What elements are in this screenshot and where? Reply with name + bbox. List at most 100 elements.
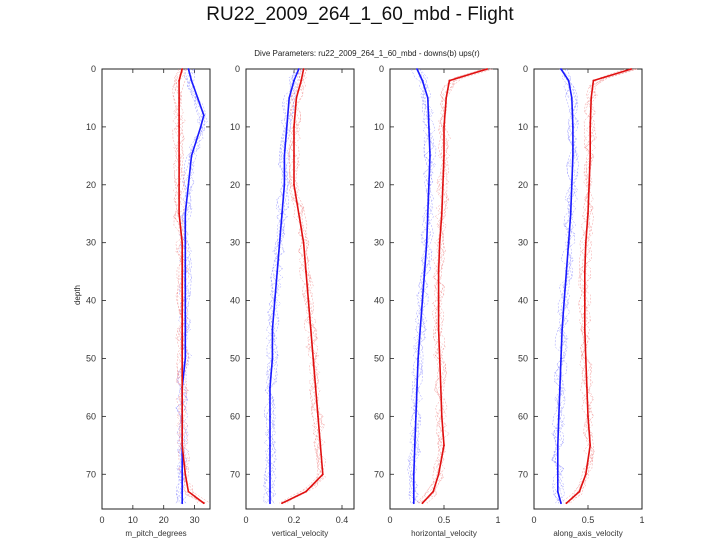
downs-point (283, 154, 286, 157)
ups-point (440, 415, 443, 418)
ups-point (181, 328, 184, 331)
ups-point (309, 328, 312, 331)
ups-point (187, 490, 190, 493)
ups-point (181, 241, 184, 244)
axes-frame (533, 68, 643, 510)
y-tick-label: 0 (523, 64, 528, 74)
ups-point (293, 125, 295, 128)
y-tick-label: 10 (518, 122, 528, 132)
ups-dive-trace (424, 68, 483, 504)
ups-point (437, 270, 440, 273)
y-tick-label: 60 (518, 411, 528, 421)
ups-point (305, 490, 307, 493)
downs-dive-trace (175, 68, 208, 504)
ups-dive-trace (568, 68, 626, 504)
downs-dive-trace (407, 68, 434, 504)
ups-dive-trace (415, 68, 485, 504)
axes-frame (245, 68, 355, 510)
downs-point (297, 68, 300, 70)
downs-point (181, 490, 184, 493)
downs-dive-trace (408, 68, 434, 504)
downs-point (423, 270, 426, 273)
ups-point (314, 386, 317, 389)
ups-point (437, 328, 440, 331)
downs-point (560, 502, 562, 505)
downs-point (412, 473, 415, 476)
downs-point (421, 79, 424, 82)
ups-point (293, 183, 295, 186)
x-tick-label: 0 (99, 515, 104, 525)
y-tick-label: 30 (86, 238, 96, 248)
downs-point (415, 415, 417, 418)
y-tick-label: 10 (230, 122, 240, 132)
x-axis-label: m_pitch_degrees (125, 529, 186, 538)
y-tick-label: 50 (230, 353, 240, 363)
ups-point (178, 212, 181, 215)
downs-point (271, 357, 274, 360)
y-tick-label: 70 (86, 469, 96, 479)
downs-mean-line (412, 68, 431, 504)
ups-point (588, 183, 590, 186)
downs-point (412, 502, 415, 505)
ups-dive-trace (418, 68, 491, 504)
ups-point (583, 328, 586, 331)
downs-dive-trace (263, 68, 305, 504)
downs-point (427, 183, 430, 186)
downs-point (269, 415, 271, 418)
ups-point (583, 299, 586, 302)
downs-point (427, 125, 430, 128)
ups-dive-trace (570, 68, 635, 504)
ups-point (181, 270, 184, 273)
downs-point (293, 79, 295, 82)
ups-dive-trace (568, 68, 636, 504)
ups-point (587, 415, 589, 418)
downs-dive-trace (551, 68, 578, 504)
y-tick-label: 30 (518, 238, 528, 248)
ups-point (448, 79, 451, 82)
downs-point (571, 154, 574, 157)
ups-point (578, 490, 581, 493)
downs-point (556, 473, 559, 476)
ups-dive-trace (559, 68, 632, 504)
y-tick-label: 0 (379, 64, 384, 74)
ups-point (181, 357, 184, 360)
downs-point (556, 490, 559, 493)
x-tick-label: 0.5 (438, 515, 451, 525)
ups-point (486, 68, 489, 70)
x-tick-label: 1 (495, 515, 500, 525)
slide-title: RU22_2009_264_1_60_mbd - Flight (206, 4, 514, 25)
x-tick-label: 10 (128, 515, 138, 525)
downs-point (413, 444, 416, 447)
y-tick-label: 20 (374, 180, 384, 190)
ups-point (589, 154, 592, 157)
ups-point (589, 125, 592, 128)
ups-point (181, 386, 184, 389)
panel-3: 0 10 20 30 40 50 60 70 0 0.5 1 horizontal_velocity (374, 64, 501, 538)
downs-point (269, 444, 271, 447)
y-tick-label: 40 (86, 296, 96, 306)
downs-mean-line (269, 68, 300, 504)
downs-point (190, 79, 193, 82)
ups-point (302, 68, 305, 70)
downs-dive-trace (407, 68, 436, 504)
downs-point (412, 490, 415, 493)
ups-point (584, 241, 587, 244)
downs-point (560, 68, 562, 70)
y-tick-label: 50 (374, 353, 384, 363)
ups-point (178, 114, 181, 117)
downs-point (567, 79, 570, 82)
ups-point (317, 415, 319, 418)
downs-point (269, 490, 271, 493)
y-tick-label: 20 (518, 180, 528, 190)
ups-point (184, 473, 187, 476)
ups-dive-trace (566, 68, 638, 504)
downs-point (199, 125, 202, 128)
y-tick-label: 20 (86, 180, 96, 190)
downs-point (269, 386, 271, 389)
downs-dive-trace (263, 68, 300, 504)
downs-point (557, 415, 560, 418)
ups-dive-trace (426, 68, 492, 504)
ups-point (583, 270, 586, 273)
y-tick-label: 50 (518, 353, 528, 363)
y-tick-label: 30 (374, 238, 384, 248)
